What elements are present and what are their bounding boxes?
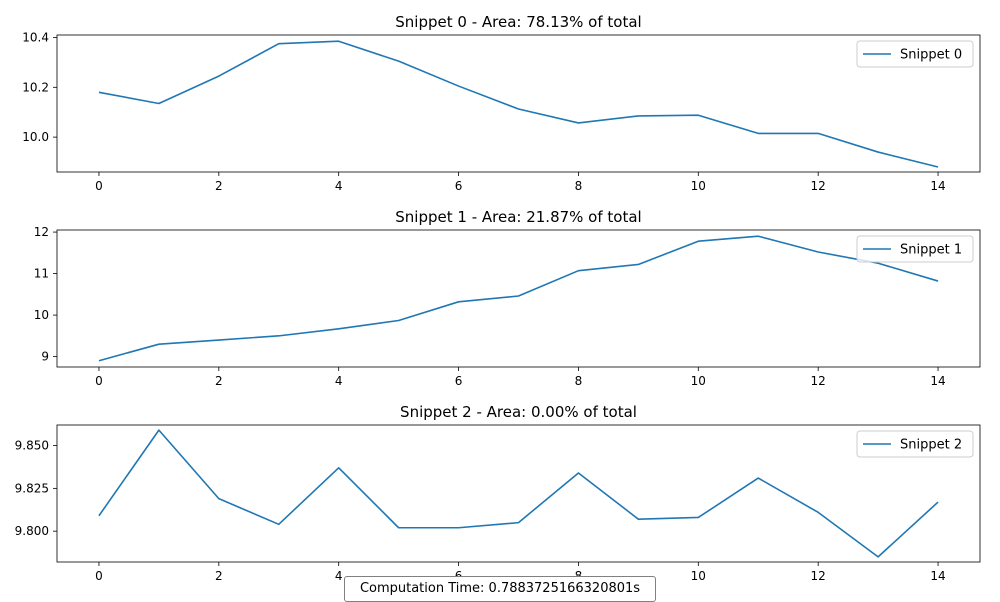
x-tick-label: 14 (930, 374, 945, 388)
x-tick-label: 0 (95, 179, 103, 193)
legend-label: Snippet 2 (900, 438, 962, 453)
y-tick-label: 10 (34, 308, 49, 322)
x-tick-label: 12 (811, 374, 826, 388)
x-tick-label: 0 (95, 374, 103, 388)
y-tick-label: 10.4 (22, 30, 49, 44)
legend: Snippet 1 (857, 236, 973, 262)
x-tick-label: 6 (455, 374, 463, 388)
x-tick-label: 14 (930, 179, 945, 193)
x-tick-label: 4 (335, 179, 343, 193)
chart-title: Snippet 2 - Area: 0.00% of total (400, 403, 637, 421)
chart-2: Snippet 2 - Area: 0.00% of total02468101… (15, 403, 980, 583)
y-tick-label: 9.800 (15, 524, 49, 538)
legend: Snippet 0 (857, 41, 973, 67)
x-tick-label: 8 (575, 374, 583, 388)
x-tick-label: 14 (930, 569, 945, 583)
legend: Snippet 2 (857, 431, 973, 457)
computation-time-label: Computation Time: 0.7883725166320801s (360, 581, 640, 596)
x-tick-label: 2 (215, 374, 223, 388)
x-tick-label: 4 (335, 374, 343, 388)
x-tick-label: 10 (691, 569, 706, 583)
series-line (99, 236, 938, 361)
x-tick-label: 0 (95, 569, 103, 583)
y-tick-label: 9 (41, 350, 49, 364)
series-line (99, 430, 938, 557)
computation-time-box: Computation Time: 0.7883725166320801s (344, 576, 656, 602)
x-tick-label: 8 (575, 179, 583, 193)
axes-frame (57, 425, 980, 562)
axes-frame (57, 35, 980, 172)
x-tick-label: 6 (455, 179, 463, 193)
chart-0: Snippet 0 - Area: 78.13% of total 0 2 4 6 8 10… (22, 13, 980, 193)
x-tick-label: 10 (691, 179, 706, 193)
y-tick-label: 10.2 (22, 80, 49, 94)
x-tick-label: 12 (811, 179, 826, 193)
y-tick-label: 12 (34, 225, 49, 239)
series-line (99, 41, 938, 167)
chart-title: Snippet 0 - Area: 78.13% of total (395, 13, 641, 31)
y-tick-label: 11 (34, 267, 49, 281)
axes-frame (57, 230, 980, 367)
chart-1: Snippet 1 - Area: 21.87% of total 0 2 4 6 8 10… (34, 208, 980, 388)
x-tick-label: 2 (215, 179, 223, 193)
x-tick-label: 2 (215, 569, 223, 583)
y-tick-label: 10.0 (22, 130, 49, 144)
x-tick-label: 12 (811, 569, 826, 583)
y-tick-label: 9.825 (15, 481, 49, 495)
legend-label: Snippet 0 (900, 48, 962, 63)
x-tick-label: 10 (691, 374, 706, 388)
legend-label: Snippet 1 (900, 243, 962, 258)
chart-title: Snippet 1 - Area: 21.87% of total (395, 208, 641, 226)
y-tick-label: 9.850 (15, 439, 49, 453)
x-tick-label: 4 (335, 569, 343, 583)
